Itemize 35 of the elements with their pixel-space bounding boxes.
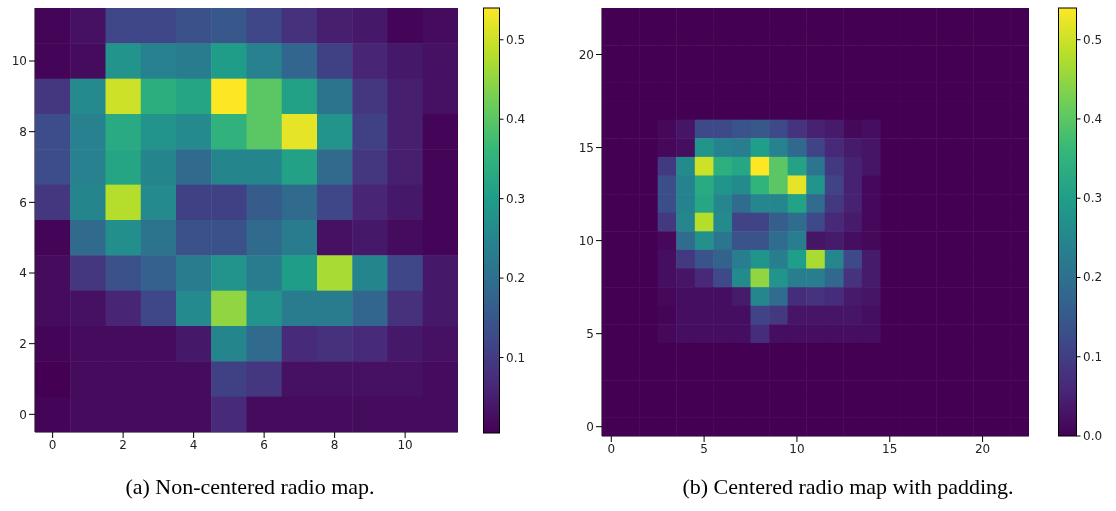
x-tick-label: 0: [48, 437, 57, 452]
y-tick-label: 4: [19, 266, 27, 281]
y-tick-label: 6: [19, 195, 27, 210]
color-bar-label: 0.5: [506, 32, 526, 47]
color-bar-label: 0.1: [506, 350, 526, 365]
y-tick-label: 5: [586, 326, 594, 341]
x-tick-label: 5: [700, 441, 708, 456]
color-bar-label: 0.5: [1083, 32, 1103, 47]
y-tick-label: 0: [586, 419, 594, 434]
y-tick-label: 8: [19, 124, 27, 139]
x-tick-label: 8: [330, 437, 339, 452]
x-tick-label: 20: [974, 441, 991, 456]
x-tick-label: 4: [189, 437, 198, 452]
x-tick-label: 2: [119, 437, 127, 452]
x-tick-label: 10: [397, 437, 413, 452]
color-bar-label: 0.0: [1083, 429, 1103, 443]
y-tick-label: 20: [578, 47, 594, 62]
color-bar-label: 0.2: [1083, 270, 1103, 285]
y-tick-label: 15: [578, 140, 594, 155]
color-bar-label: 0.1: [1083, 349, 1103, 364]
y-tick-label: 10: [11, 54, 27, 69]
x-tick-label: 0: [607, 441, 616, 456]
x-tick-label: 6: [260, 437, 268, 452]
color-bar-label: 0.4: [506, 112, 526, 127]
text: (a) Non-centered radio map.: [124, 474, 376, 500]
y-tick-label: 2: [19, 336, 27, 351]
color-bar-label: 0.3: [1083, 191, 1103, 206]
color-bar-label: 0.3: [506, 191, 526, 206]
x-tick-label: 10: [789, 441, 805, 456]
color-bar-label: 0.2: [506, 271, 526, 286]
x-tick-label: 15: [882, 441, 898, 456]
y-tick-label: 10: [578, 233, 594, 248]
color-bar-label: 0.4: [1083, 111, 1103, 126]
y-tick-label: 0: [19, 407, 27, 422]
text: (b) Centered radio map with padding.: [681, 474, 1015, 500]
